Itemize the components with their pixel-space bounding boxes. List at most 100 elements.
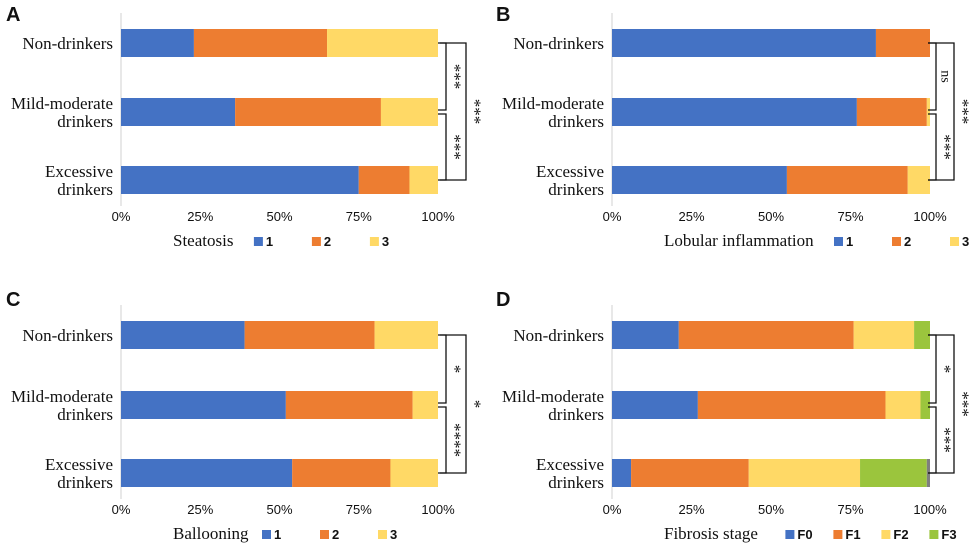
x-tick-label: 75% [346,502,372,517]
bar-segment-1-row-3 [612,166,787,194]
x-tick-label: 0% [112,209,131,224]
category-label-line2: drinkers [548,180,604,199]
x-tick-label: 50% [758,502,784,517]
bar-segment-1-row-1 [121,29,194,57]
bar-segment-2-row-1 [876,29,930,57]
bar-segment-2-row-3 [359,166,410,194]
legend-swatch-f1 [833,530,842,539]
category-label: Excessive [536,455,604,474]
category-label: Non-drinkers [513,34,604,53]
bar-segment-f2-row-3 [749,459,860,487]
bar-segment-1-row-3 [121,459,292,487]
significance-bracket-1 [438,43,446,110]
x-tick-label: 100% [913,209,947,224]
legend-swatch-f2 [881,530,890,539]
legend-title: Fibrosis stage [664,524,758,543]
panel-b: BNon-drinkersMild-moderatedrinkersExcess… [496,4,969,250]
category-label-line2: drinkers [548,112,604,131]
significance-bracket-1 [438,335,446,403]
x-tick-label: 100% [913,502,947,517]
panel-label-d: D [496,289,510,311]
bar-segment-2-row-3 [292,459,390,487]
category-label-line2: drinkers [57,405,113,424]
legend-label-3: 3 [962,234,969,249]
panel-c: CNon-drinkersMild-moderatedrinkersExcess… [6,289,485,543]
bar-segment-3-row-3 [390,459,438,487]
significance-label-2: *** [446,134,465,160]
x-tick-label: 25% [678,209,704,224]
x-tick-label: 100% [421,502,455,517]
bar-segment-1-row-2 [612,98,857,126]
bar-segment-3-row-2 [381,98,438,126]
x-tick-label: 25% [187,209,213,224]
legend-label-f1: F1 [845,527,860,542]
legend-label-3: 3 [390,527,397,542]
legend-title: Steatosis [173,231,233,250]
bar-segment-f3-row-3 [860,459,927,487]
legend-label-f3: F3 [941,527,956,542]
legend-swatch-2 [312,237,321,246]
significance-label-3: *** [954,391,969,417]
legend-swatch-3 [950,237,959,246]
category-label-line2: drinkers [57,112,113,131]
bar-segment-2-row-1 [245,321,375,349]
category-label-line2: drinkers [548,405,604,424]
significance-label-3: *** [466,99,485,125]
legend-label-f2: F2 [893,527,908,542]
bar-segment-3-row-3 [409,166,438,194]
significance-label-1: ns [938,70,953,82]
significance-bracket-2 [438,407,446,473]
bar-segment-2-row-3 [787,166,908,194]
bar-segment-3-row-1 [375,321,438,349]
bar-segment-3-row-1 [327,29,438,57]
legend-swatch-3 [370,237,379,246]
category-label-line2: drinkers [548,473,604,492]
legend-label-f0: F0 [797,527,812,542]
legend-swatch-2 [892,237,901,246]
category-label: Non-drinkers [22,34,113,53]
significance-label-2: **** [446,423,465,457]
bar-segment-f2-row-1 [854,321,914,349]
category-label: Excessive [536,162,604,181]
bar-segment-3-row-3 [908,166,930,194]
legend-label-2: 2 [324,234,331,249]
bar-segment-f3-row-1 [914,321,930,349]
category-label-line2: drinkers [57,180,113,199]
bar-segment-3-row-2 [413,391,438,419]
category-label: Non-drinkers [513,326,604,345]
legend-swatch-2 [320,530,329,539]
bar-segment-2-row-2 [286,391,413,419]
x-tick-label: 0% [603,502,622,517]
bar-segment-f0-row-2 [612,391,698,419]
significance-label-1: *** [446,64,465,90]
significance-label-1: * [936,365,955,374]
panel-label-c: C [6,289,20,311]
bar-segment-2-row-2 [235,98,381,126]
significance-label-3: *** [954,99,969,125]
panel-label-a: A [6,4,20,26]
bar-segment-f1-row-2 [698,391,886,419]
significance-label-2: *** [936,427,955,453]
panel-a: ANon-drinkersMild-moderatedrinkersExcess… [6,4,485,250]
legend-title: Lobular inflammation [664,231,814,250]
bar-segment-3-row-2 [927,98,930,126]
x-tick-label: 0% [603,209,622,224]
x-tick-label: 25% [187,502,213,517]
legend-swatch-1 [254,237,263,246]
panel-d: DNon-drinkersMild-moderatedrinkersExcess… [496,289,969,543]
x-tick-label: 100% [421,209,455,224]
x-tick-label: 0% [112,502,131,517]
legend-label-2: 2 [904,234,911,249]
legend-swatch-3 [378,530,387,539]
bar-segment-f1-row-3 [631,459,749,487]
legend-label-1: 1 [266,234,273,249]
x-tick-label: 50% [266,502,292,517]
x-tick-label: 50% [758,209,784,224]
legend-label-3: 3 [382,234,389,249]
category-label: Mild-moderate [11,387,113,406]
x-tick-label: 75% [837,502,863,517]
panel-label-b: B [496,4,510,26]
bar-segment-f3-row-2 [920,391,930,419]
category-label: Mild-moderate [11,94,113,113]
